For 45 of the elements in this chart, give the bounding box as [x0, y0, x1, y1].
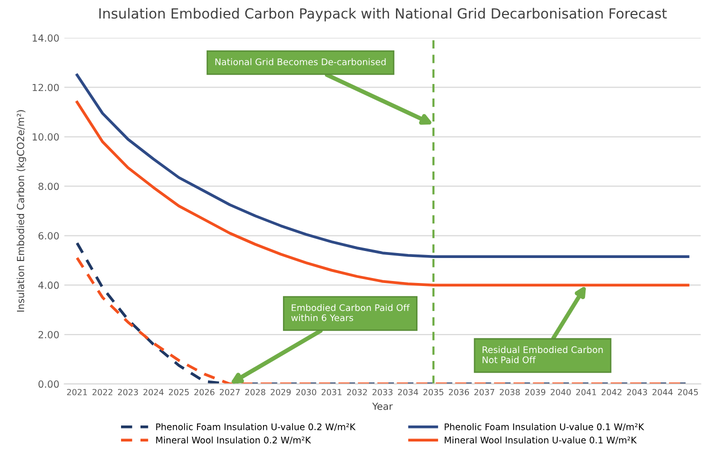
legend-label: Mineral Wool Insulation 0.2 W/m²K: [156, 436, 312, 444]
x-tick-label: 2043: [627, 388, 647, 396]
legend-label: Phenolic Foam Insulation U-value 0.2 W/m²K: [156, 423, 356, 431]
x-tick-label: 2033: [372, 388, 392, 396]
x-tick-label: 2037: [474, 388, 494, 396]
y-axis-title: Insulation Embodied Carbon (kgCO2e/m²): [16, 110, 26, 312]
x-tick-label: 2021: [67, 388, 87, 396]
x-tick-label: 2042: [602, 388, 622, 396]
x-tick-label: 2028: [245, 388, 266, 396]
y-tick-label: 14.00: [32, 34, 59, 42]
x-tick-label: 2045: [678, 388, 698, 396]
x-tick-label: 2032: [347, 388, 367, 396]
x-tick-label: 2036: [448, 388, 469, 396]
y-tick-label: 10.00: [32, 133, 59, 141]
y-tick-label: 2.00: [38, 330, 59, 338]
x-tick-label: 2031: [322, 388, 342, 396]
y-tick-label: 0.00: [38, 380, 59, 388]
x-tick-label: 2038: [500, 388, 520, 396]
annotation: National Grid Becomes De-carbonised: [215, 58, 386, 66]
x-tick-label: 2022: [92, 388, 112, 396]
x-tick-label: 2044: [652, 388, 673, 396]
annotation: Residual Embodied Carbon Not Paid Off: [482, 346, 603, 364]
x-tick-label: 2029: [270, 388, 291, 396]
x-tick-label: 2040: [550, 388, 571, 396]
y-tick-label: 8.00: [38, 182, 59, 190]
y-tick-label: 12.00: [32, 84, 59, 92]
chart-title: Insulation Embodied Carbon Paypack with National Grid Decarbonisation Forecast: [99, 8, 667, 22]
x-tick-label: 2030: [296, 388, 316, 396]
annotation: Embodied Carbon Paid Off within 6 Years: [291, 304, 410, 322]
x-tick-label: 2027: [220, 388, 240, 396]
x-tick-label: 2041: [576, 388, 596, 396]
x-axis-title: Year: [372, 402, 393, 410]
x-tick-label: 2039: [525, 388, 546, 396]
x-tick-label: 2023: [118, 388, 138, 396]
legend-label: Mineral Wool Insulation U-value 0.1 W/m²K: [444, 436, 637, 444]
x-tick-label: 2034: [398, 388, 418, 396]
y-tick-label: 6.00: [38, 232, 59, 240]
legend-label: Phenolic Foam Insulation U-value 0.1 W/m²K: [444, 423, 644, 431]
x-tick-label: 2025: [168, 388, 189, 396]
line-series: [76, 74, 690, 258]
line-series: [76, 100, 690, 286]
x-tick-label: 2024: [143, 388, 164, 396]
y-tick-label: 4.00: [38, 282, 59, 289]
x-tick-label: 2026: [194, 388, 214, 396]
x-tick-label: 2035: [423, 388, 444, 396]
